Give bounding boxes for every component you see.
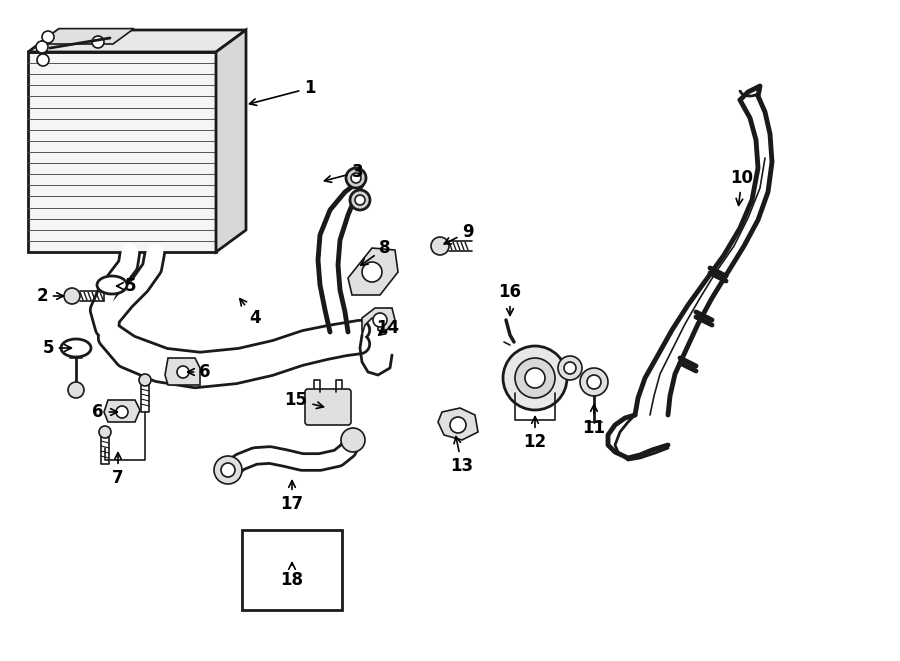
Text: 2: 2 bbox=[36, 287, 63, 305]
Text: 17: 17 bbox=[281, 481, 303, 513]
Circle shape bbox=[503, 346, 567, 410]
Circle shape bbox=[214, 456, 242, 484]
Circle shape bbox=[558, 356, 582, 380]
Polygon shape bbox=[348, 248, 398, 295]
Circle shape bbox=[355, 195, 365, 205]
Circle shape bbox=[450, 417, 466, 433]
Circle shape bbox=[515, 358, 555, 398]
Circle shape bbox=[42, 31, 54, 43]
Text: 8: 8 bbox=[361, 239, 391, 265]
Polygon shape bbox=[28, 30, 246, 52]
Ellipse shape bbox=[97, 276, 127, 294]
Text: 16: 16 bbox=[499, 283, 521, 315]
Polygon shape bbox=[104, 400, 140, 422]
Circle shape bbox=[587, 375, 601, 389]
Text: 3: 3 bbox=[325, 163, 364, 182]
Polygon shape bbox=[28, 52, 216, 252]
Circle shape bbox=[564, 362, 576, 374]
Circle shape bbox=[36, 41, 48, 53]
Text: 12: 12 bbox=[524, 416, 546, 451]
Text: 13: 13 bbox=[450, 436, 473, 475]
Circle shape bbox=[99, 426, 111, 438]
Polygon shape bbox=[216, 30, 246, 252]
Text: 5: 5 bbox=[117, 277, 136, 295]
Text: 5: 5 bbox=[42, 339, 71, 357]
Text: 15: 15 bbox=[284, 391, 323, 409]
Circle shape bbox=[351, 173, 361, 183]
Circle shape bbox=[64, 288, 80, 304]
Text: 10: 10 bbox=[731, 169, 753, 206]
Circle shape bbox=[346, 168, 366, 188]
Polygon shape bbox=[165, 358, 200, 385]
Text: 9: 9 bbox=[445, 223, 473, 244]
Circle shape bbox=[92, 36, 104, 48]
Text: 6: 6 bbox=[187, 363, 211, 381]
Text: 18: 18 bbox=[281, 563, 303, 589]
Polygon shape bbox=[438, 408, 478, 440]
Polygon shape bbox=[38, 28, 134, 44]
Text: 6: 6 bbox=[92, 403, 117, 421]
Text: 11: 11 bbox=[582, 405, 606, 437]
Circle shape bbox=[341, 428, 365, 452]
Circle shape bbox=[350, 190, 370, 210]
Circle shape bbox=[68, 382, 84, 398]
FancyBboxPatch shape bbox=[305, 389, 351, 425]
Circle shape bbox=[431, 237, 449, 255]
Circle shape bbox=[525, 368, 545, 388]
Text: 7: 7 bbox=[112, 453, 124, 487]
Circle shape bbox=[177, 366, 189, 378]
Circle shape bbox=[116, 406, 128, 418]
Circle shape bbox=[362, 262, 382, 282]
Circle shape bbox=[139, 374, 151, 386]
Text: 4: 4 bbox=[240, 299, 261, 327]
Circle shape bbox=[373, 313, 387, 327]
Circle shape bbox=[221, 463, 235, 477]
Ellipse shape bbox=[61, 339, 91, 357]
Polygon shape bbox=[362, 308, 395, 335]
Text: 14: 14 bbox=[376, 319, 400, 337]
Bar bbox=[242, 530, 342, 610]
Circle shape bbox=[37, 54, 49, 66]
Circle shape bbox=[580, 368, 608, 396]
Text: 1: 1 bbox=[249, 79, 316, 105]
